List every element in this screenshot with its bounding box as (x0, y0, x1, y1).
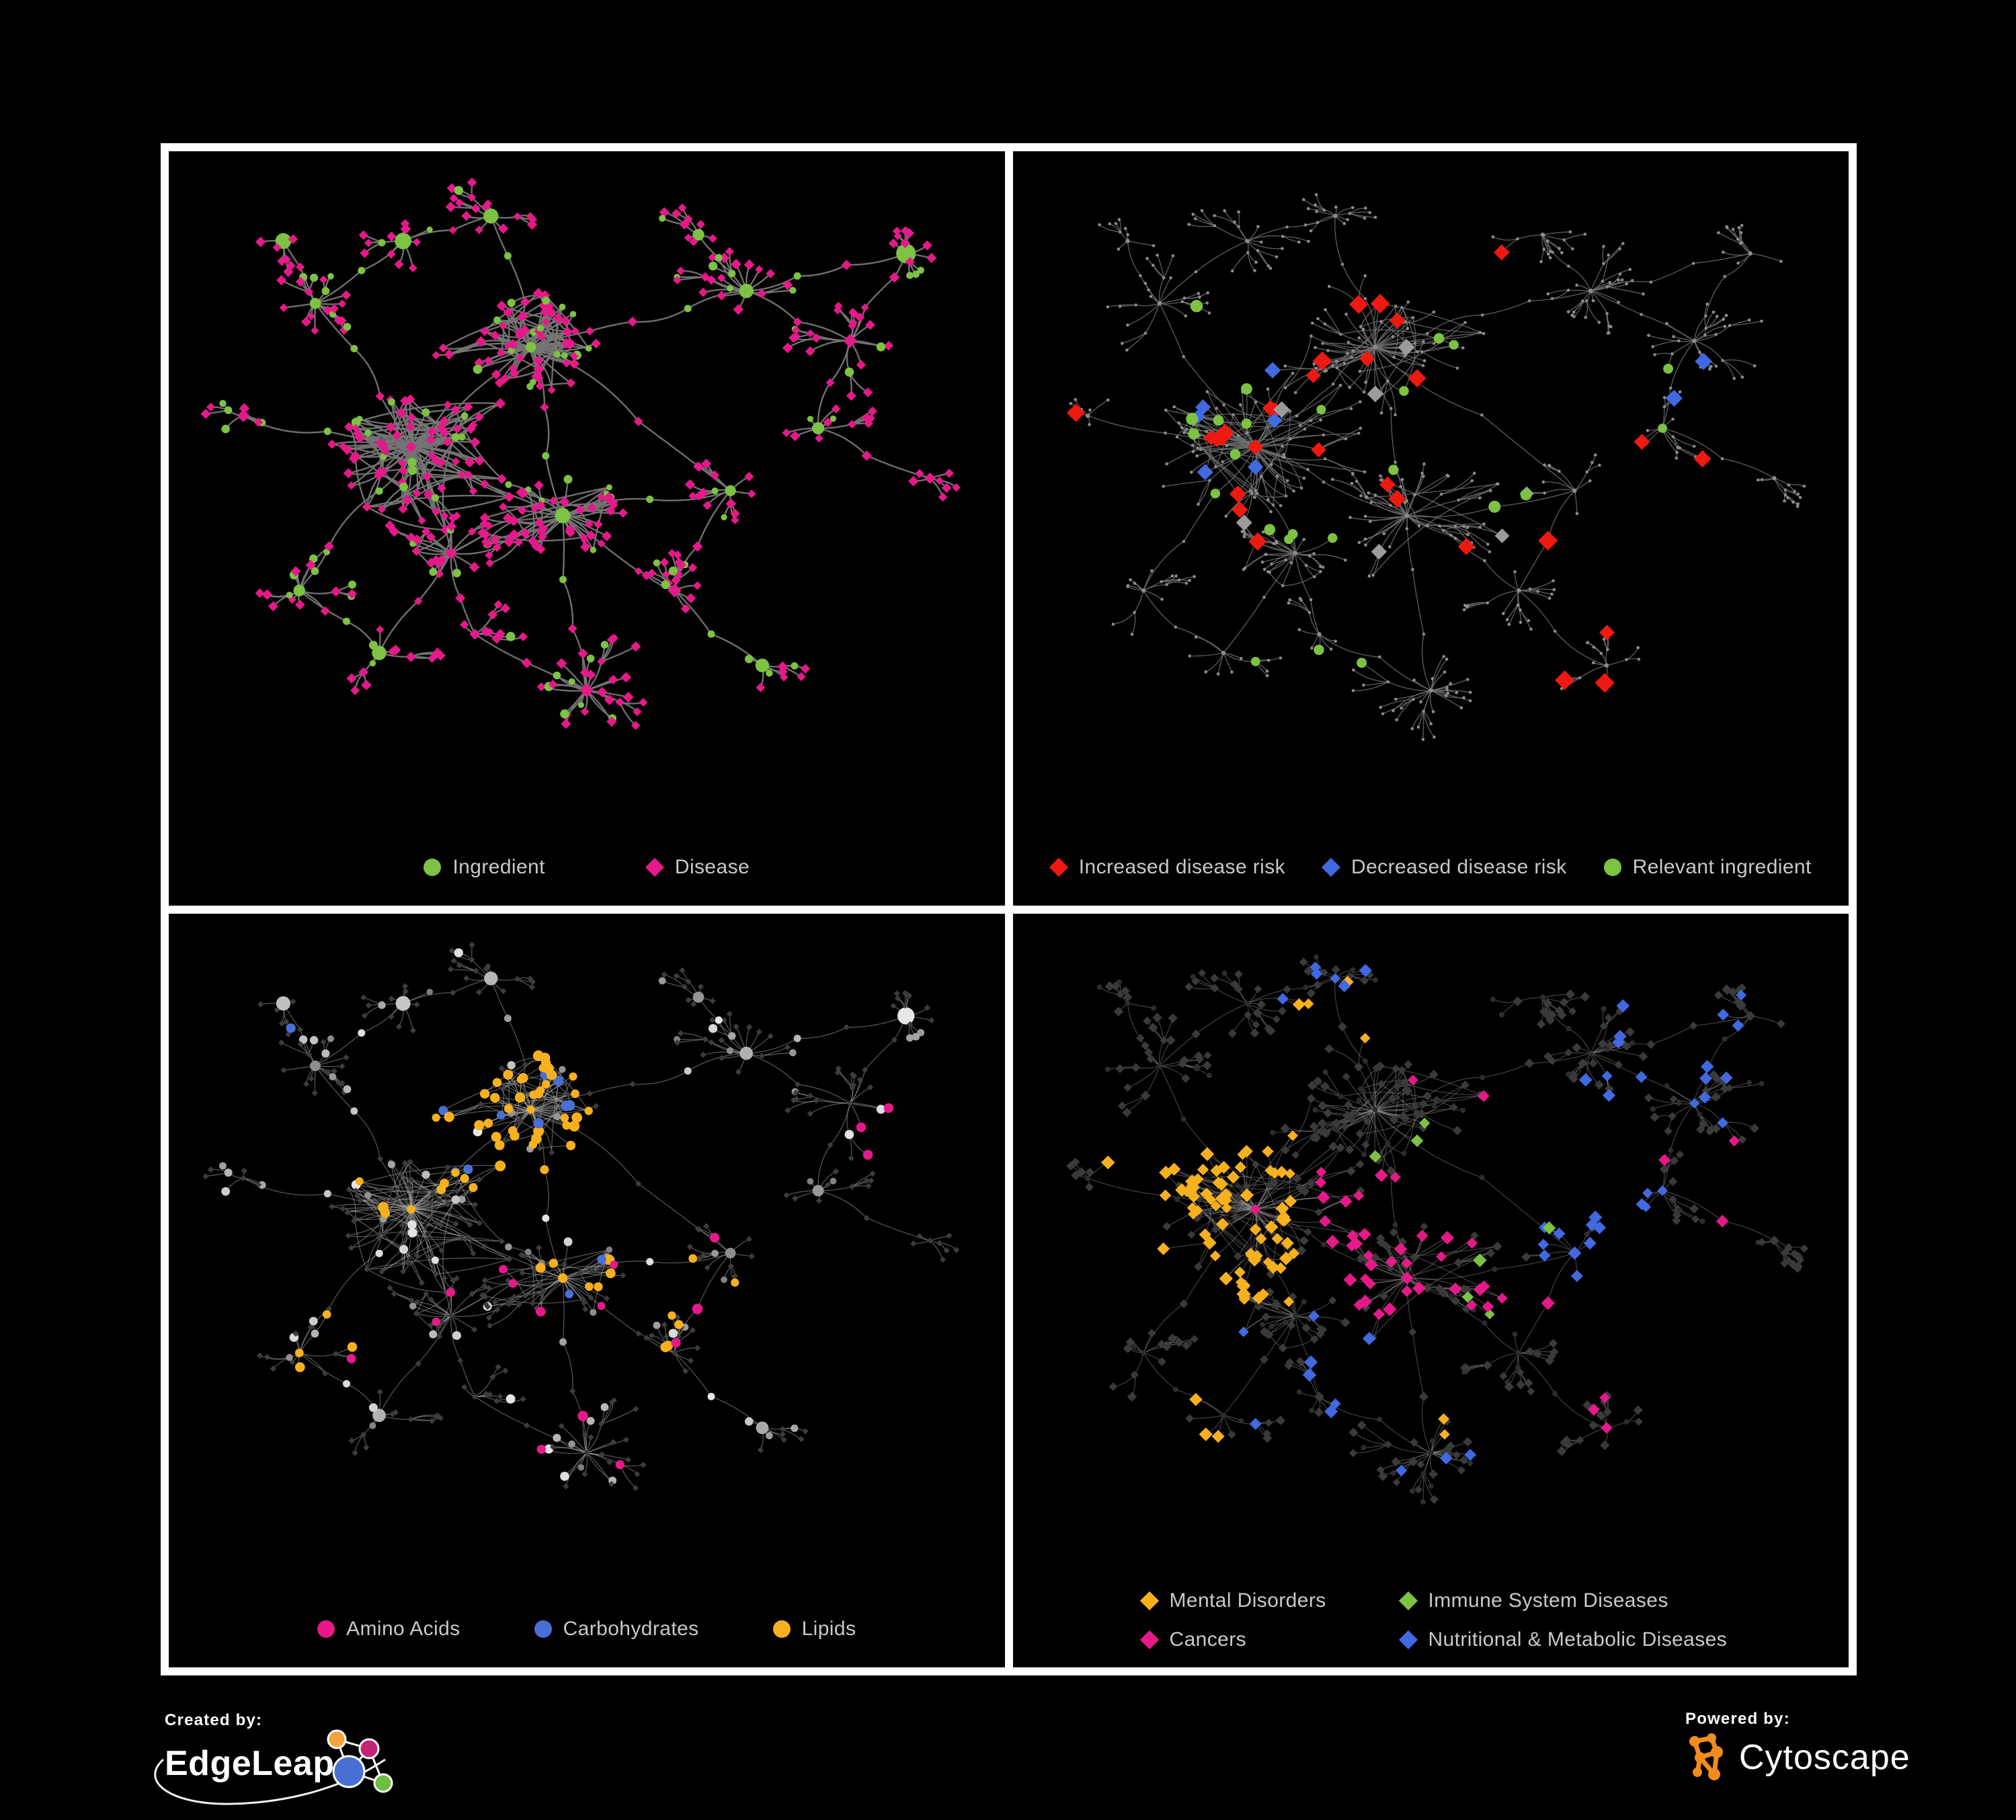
legend-marker (1398, 1591, 1418, 1611)
edgeleap-network-icon (327, 1729, 393, 1793)
panel-ingredient-disease: Ingredient Disease (169, 151, 1005, 906)
figure-grid: Ingredient Disease Increased disease risk… (161, 143, 1857, 1675)
legend-label: Disease (674, 855, 750, 878)
edgeleap-logo: EdgeLeap (154, 1729, 393, 1807)
legend-item: Disease (645, 855, 750, 879)
panel-legend: Ingredient Disease (169, 856, 1005, 879)
legend-marker (317, 1620, 335, 1638)
panel-disease-risk: Increased disease risk Decreased disease … (1012, 151, 1849, 906)
legend-marker (534, 1620, 552, 1638)
legend-label: Amino Acids (346, 1618, 460, 1640)
network-graph (202, 941, 960, 1491)
legend-label: Mental Disorders (1169, 1589, 1326, 1612)
legend-item: Relevant ingredient (1603, 855, 1812, 879)
network-graph (1066, 193, 1806, 742)
network-graph (1065, 954, 1808, 1505)
panel-legend: Increased disease risk Decreased disease … (1013, 856, 1849, 879)
legend-label: Immune System Diseases (1428, 1589, 1668, 1612)
legend-marker (1139, 1591, 1159, 1611)
cytoscape-icon (1689, 1733, 1723, 1780)
legend-label: Nutritional & Metabolic Diseases (1428, 1628, 1728, 1651)
legend-marker (1139, 1630, 1159, 1650)
legend-label: Carbohydrates (563, 1618, 699, 1640)
legend-marker (1603, 858, 1621, 876)
legend-item: Nutritional & Metabolic Diseases (1398, 1628, 1728, 1651)
legend-label: Cancers (1169, 1628, 1247, 1651)
panel-legend: Mental Disorders Immune System Diseases Ca… (1013, 1589, 1849, 1651)
legend-item: Amino Acids (317, 1618, 460, 1640)
legend-item: Lipids (772, 1618, 856, 1640)
legend-marker (772, 1620, 791, 1638)
legend-label: Increased disease risk (1078, 855, 1286, 878)
legend-marker (1049, 857, 1068, 877)
legend-item: Immune System Diseases (1398, 1589, 1728, 1612)
legend-item: Mental Disorders (1139, 1589, 1400, 1612)
edgeleap-wordmark: EdgeLeap (165, 1744, 335, 1783)
legend-item: Cancers (1139, 1628, 1400, 1651)
legend-item: Increased disease risk (1049, 855, 1286, 879)
panel-disease-classes: Mental Disorders Immune System Diseases Ca… (1012, 913, 1849, 1667)
legend-label: Decreased disease risk (1351, 855, 1567, 878)
legend-label: Relevant ingredient (1632, 855, 1812, 878)
legend-label: Ingredient (452, 855, 545, 878)
panel-nutrient-classes: Amino Acids Carbohydrates Lipids (169, 913, 1005, 1667)
legend-label: Lipids (801, 1618, 856, 1640)
legend-marker (424, 858, 442, 876)
network-graph (200, 177, 961, 730)
legend-item: Carbohydrates (534, 1618, 699, 1640)
cytoscape-wordmark: Cytoscape (1739, 1738, 1910, 1777)
created-by-block: Created by: EdgeLeap (154, 1711, 393, 1807)
legend-item: Decreased disease risk (1321, 855, 1567, 879)
legend-marker (1398, 1630, 1418, 1650)
powered-by-block: Powered by: Cytoscape (1685, 1710, 1910, 1782)
legend-marker (1321, 857, 1341, 877)
legend-marker (645, 857, 665, 877)
powered-by-label: Powered by: (1685, 1710, 1790, 1728)
legend-item: Ingredient (424, 856, 545, 879)
created-by-label: Created by: (165, 1711, 263, 1729)
panel-legend: Amino Acids Carbohydrates Lipids (169, 1618, 1005, 1640)
